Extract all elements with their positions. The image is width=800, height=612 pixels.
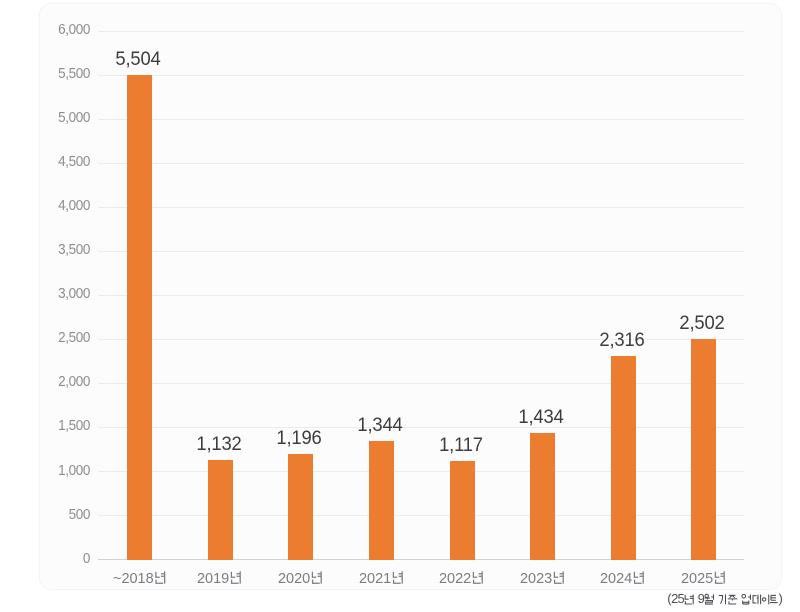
svg-text:2023: 2023 — [520, 571, 552, 587]
svg-text:2020: 2020 — [278, 571, 310, 587]
svg-text:2024: 2024 — [600, 571, 632, 587]
svg-text:5: 5 — [677, 591, 684, 606]
svg-text:(: ( — [667, 591, 672, 606]
svg-text:2021: 2021 — [359, 571, 391, 587]
svg-text:9: 9 — [698, 591, 705, 606]
svg-text:2025: 2025 — [681, 571, 713, 587]
svg-text:): ) — [779, 591, 783, 606]
svg-text:~2018: ~2018 — [113, 571, 154, 587]
svg-text:2: 2 — [671, 591, 678, 606]
svg-text:2022: 2022 — [439, 571, 471, 587]
svg-text:2019: 2019 — [197, 571, 229, 587]
